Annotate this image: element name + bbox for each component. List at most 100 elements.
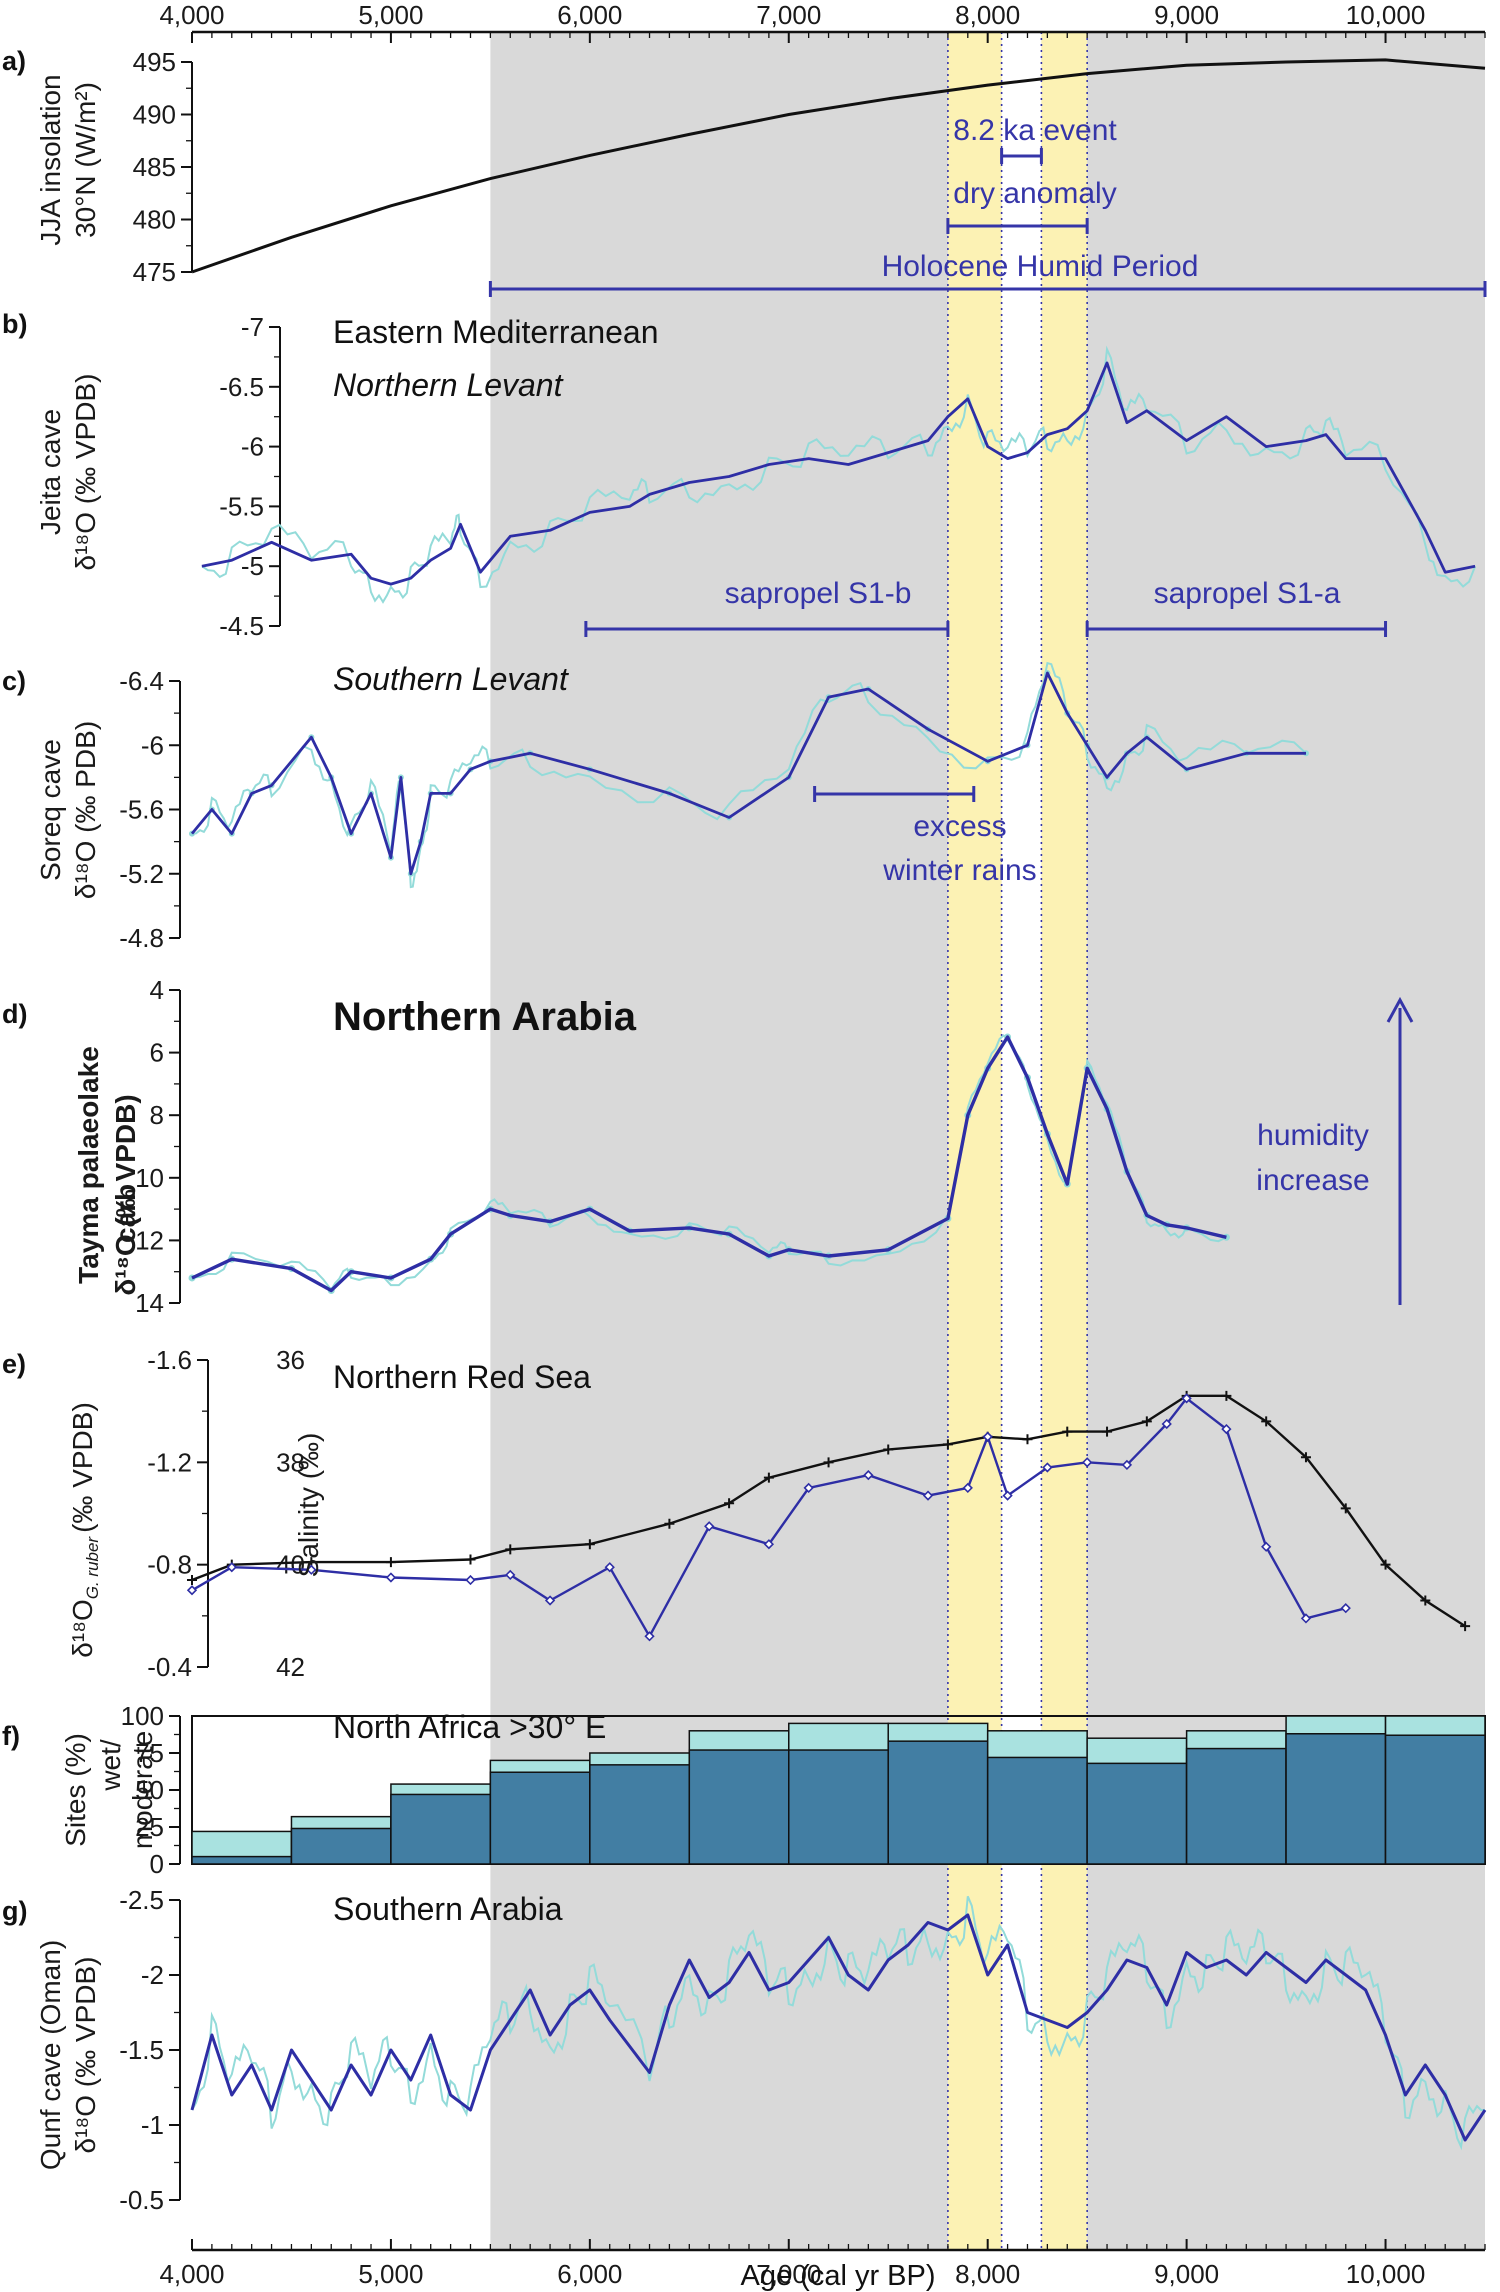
x-tick-label-top: 7,000: [756, 0, 821, 30]
annotation-winter-rains: winter rains: [882, 854, 1036, 887]
g-ruber-marker: [803, 1482, 814, 1494]
x-tick-label-top: 5,000: [358, 0, 423, 30]
jeita-raw-series: [201, 345, 1477, 604]
g-ruber-marker: [1300, 1613, 1312, 1624]
g-ruber-marker: [385, 1572, 397, 1583]
salinity-marker: [187, 1575, 197, 1586]
x-tick-label-bottom: 5,000: [358, 2259, 423, 2289]
panel-e-ylabel-left: δ¹⁸OG. ruber(‰ VPDB): [67, 1402, 102, 1658]
jeita-smoothed-series: [201, 361, 1476, 586]
panel-a-y-tick-label: 475: [133, 257, 176, 287]
panel-d-y-tick-label: 4: [150, 975, 164, 1005]
region-southern-arabia: Southern Arabia: [333, 1891, 563, 1927]
g-ruber-marker: [982, 1431, 993, 1442]
g-ruber-marker: [604, 1562, 615, 1573]
panel-g-ylabel-2: δ¹⁸O (‰ VPDB): [70, 1957, 101, 2154]
g-ruber-marker: [186, 1585, 198, 1596]
panel-f-y-tick-label: 100: [121, 1701, 164, 1731]
panel-d-ylabel-sub: carb: [110, 1184, 141, 1243]
g-ruber-marker: [226, 1562, 237, 1573]
tayma-smoothed-series: [191, 1035, 1227, 1293]
x-axis-title: Age (cal yr BP): [741, 2260, 936, 2292]
wet-bar: [1285, 1733, 1387, 1865]
g-ruber-marker: [644, 1631, 655, 1642]
panel-b-y-tick-label: -5: [241, 551, 264, 581]
white-gap-band: [1001, 32, 1042, 2250]
x-tick-label-top: 4,000: [159, 0, 224, 30]
g-ruber-marker: [1121, 1459, 1133, 1471]
g-ruber-marker: [763, 1539, 775, 1550]
annotation-8-2-ka-event: 8.2 ka event: [953, 114, 1117, 147]
insolation-line: [191, 58, 1486, 274]
panel-e-y-tick-label: -0.8: [147, 1550, 192, 1580]
x-tick-label-top: 6,000: [557, 0, 622, 30]
panel-a-ylabel-2: 30°N (W/m²): [70, 82, 101, 238]
panel-e-salinity-tick-label: 38: [276, 1447, 305, 1477]
wet-bar: [390, 1793, 492, 1865]
g-ruber-marker: [922, 1490, 934, 1501]
annotation-holocene-humid-period: Holocene Humid Period: [882, 250, 1199, 283]
salinity-marker: [763, 1472, 774, 1483]
annotation-sapropel-s1a: sapropel S1-a: [1154, 577, 1341, 610]
g-ruber-marker: [1082, 1457, 1093, 1468]
panel-g-ylabel-1: Qunf cave (Oman): [35, 1940, 66, 2170]
panel-d-y-tick-label: 6: [150, 1038, 164, 1068]
panel-c-ylabel-2: δ¹⁸O (‰ PDB): [70, 721, 101, 899]
wet-bar: [986, 1756, 1088, 1865]
wet-bar: [191, 1855, 293, 1865]
panel-d-ylabel-2: δ¹⁸O (‰ VPDB): [110, 1094, 141, 1295]
panel-b-ylabel-2: δ¹⁸O (‰ VPDB): [70, 374, 101, 571]
panel-b-y-tick-label: -4.5: [219, 611, 264, 641]
panel-f-ylabel-3: moderate: [127, 1731, 158, 1849]
panel-a-letter: a): [2, 46, 26, 76]
panel-a-y-tick-label: 495: [133, 47, 176, 77]
g-ruber-marker: [1042, 1462, 1053, 1473]
salinity-line: [191, 1394, 1466, 1628]
x-tick-label-bottom: 7,000: [756, 2259, 821, 2289]
panel-f-y-tick-label: 25: [135, 1812, 164, 1842]
g-ruber-marker: [962, 1482, 973, 1494]
panel-c-y-tick-label: -6: [141, 730, 164, 760]
panel-f-ylabel-1: Sites (%): [60, 1733, 91, 1847]
panel-e-letter: e): [2, 1349, 26, 1379]
panel-e-y-tick-label: -0.4: [147, 1652, 192, 1682]
g-ruber-marker: [1340, 1603, 1351, 1614]
panel-a-ylabel-1: JJA insolation: [35, 74, 66, 245]
region-northern-red-sea: Northern Red Sea: [333, 1359, 591, 1395]
panel-g-y-tick-label: -1.5: [119, 2035, 164, 2065]
panel-g-y-tick-label: -2: [141, 1960, 164, 1990]
region-northern-levant: Northern Levant: [333, 367, 564, 403]
salinity-marker: [505, 1544, 516, 1555]
salinity-marker: [1460, 1621, 1471, 1632]
qunf-smoothed-series: [190, 1913, 1487, 2142]
salinity-marker: [385, 1557, 396, 1568]
salinity-marker: [1062, 1426, 1073, 1437]
panel-c-letter: c): [2, 666, 26, 696]
x-tick-label-top: 9,000: [1154, 0, 1219, 30]
g-ruber-marker: [1221, 1423, 1232, 1435]
wet-bar: [290, 1827, 392, 1865]
panel-g-letter: g): [2, 1896, 27, 1926]
panel-d-ylabel-1: Tayma palaeolake: [73, 1046, 104, 1284]
panel-c-y-tick-label: -4.8: [119, 923, 164, 953]
g-ruber-marker: [465, 1574, 476, 1586]
salinity-marker: [584, 1539, 595, 1550]
salinity-marker: [664, 1518, 675, 1529]
x-tick-label-top: 8,000: [955, 0, 1020, 30]
wet-bar: [788, 1749, 889, 1865]
panel-f-y-tick-label: 0: [150, 1849, 164, 1879]
background-bands: [490, 32, 1485, 2250]
region-north-africa: North Africa >30° E: [333, 1709, 606, 1745]
salinity-marker: [1022, 1434, 1033, 1445]
wet-bar: [589, 1764, 691, 1865]
panel-d-letter: d): [2, 999, 27, 1029]
panel-e-ylabel-right: Salinity (‰): [293, 1433, 324, 1578]
panel-a-y-tick-label: 485: [133, 152, 176, 182]
salinity-marker: [465, 1554, 476, 1565]
panel-f-letter: f): [2, 1721, 20, 1751]
panel-e-y-tick-label: -1.2: [147, 1447, 192, 1477]
panel-b-ylabel-1: Jeita cave: [35, 409, 66, 535]
soreq-raw-series: [191, 661, 1307, 889]
x-tick-label-bottom: 10,000: [1346, 2259, 1426, 2289]
